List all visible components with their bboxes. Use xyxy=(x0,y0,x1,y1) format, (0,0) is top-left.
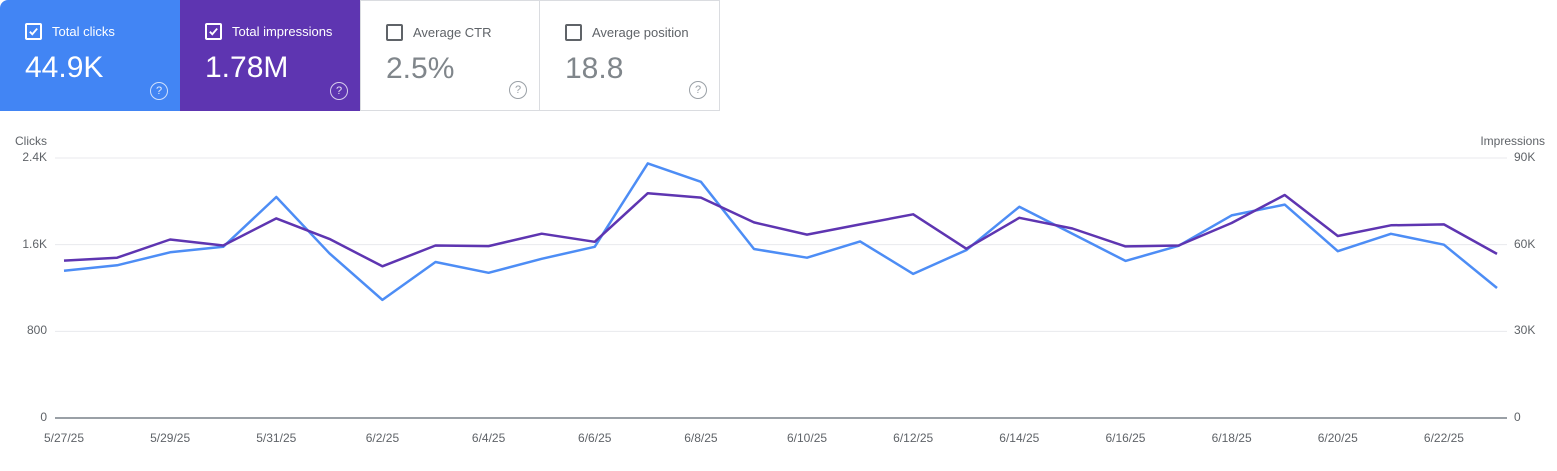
left-axis-tick: 800 xyxy=(26,323,47,338)
card-average-ctr[interactable]: Average CTR 2.5% ? xyxy=(360,0,540,111)
metric-label: Average position xyxy=(592,25,689,40)
metric-label: Average CTR xyxy=(413,25,492,40)
right-axis-tick: 0 xyxy=(1514,410,1521,424)
x-axis-date-label: 6/8/25 xyxy=(684,431,718,445)
help-icon[interactable]: ? xyxy=(150,82,168,100)
checkmark-icon xyxy=(29,27,38,36)
help-icon[interactable]: ? xyxy=(689,81,707,99)
left-axis-tick: 2.4K xyxy=(22,150,47,164)
card-title-row: Total impressions xyxy=(205,23,360,40)
right-axis-tick: 30K xyxy=(1514,323,1536,338)
metric-value: 18.8 xyxy=(565,52,624,85)
checkbox-average-position[interactable] xyxy=(565,24,582,41)
x-axis-date-label: 6/18/25 xyxy=(1211,431,1252,445)
metric-value: 2.5% xyxy=(386,52,455,85)
x-axis-date-label: 6/22/25 xyxy=(1423,431,1464,445)
x-axis-date-label: 6/20/25 xyxy=(1317,431,1358,445)
card-total-impressions[interactable]: Total impressions 1.78M ? xyxy=(180,0,360,111)
metric-value: 1.78M xyxy=(205,51,289,84)
impressions-line-series[interactable] xyxy=(63,191,1498,268)
left-axis-title: Clicks xyxy=(15,134,47,148)
help-icon[interactable]: ? xyxy=(509,81,527,99)
x-axis-date-label: 6/2/25 xyxy=(365,431,400,445)
right-axis-tick: 90K xyxy=(1514,150,1536,164)
x-axis-date-label: 6/12/25 xyxy=(893,431,934,445)
x-axis-date-label: 5/27/25 xyxy=(43,431,85,445)
card-title-row: Average position xyxy=(565,24,719,41)
x-axis-date-label: 6/4/25 xyxy=(471,431,506,445)
clicks-line-series[interactable] xyxy=(63,162,1498,302)
help-icon[interactable]: ? xyxy=(330,82,348,100)
card-title-row: Total clicks xyxy=(25,23,180,40)
card-title-row: Average CTR xyxy=(386,24,539,41)
metric-value: 44.9K xyxy=(25,51,104,84)
card-total-clicks[interactable]: Total clicks 44.9K ? xyxy=(0,0,180,111)
x-axis-date-label: 6/16/25 xyxy=(1105,431,1146,445)
metric-cards-row: Total clicks 44.9K ? Total impressions 1… xyxy=(0,0,720,111)
performance-chart[interactable]: Clicks Impressions 2.4K 1.6K 800 0 90K 60K 30K… xyxy=(0,130,1557,471)
checkbox-total-impressions[interactable] xyxy=(205,23,222,40)
left-axis-tick: 0 xyxy=(40,410,47,424)
left-axis-tick: 1.6K xyxy=(22,236,47,251)
x-axis-date-label: 5/29/25 xyxy=(150,431,191,445)
right-axis-title: Impressions xyxy=(1480,134,1545,148)
chart-canvas[interactable] xyxy=(0,130,1557,471)
metric-label: Total impressions xyxy=(232,24,333,39)
x-axis-date-label: 6/6/25 xyxy=(578,431,612,445)
x-axis-date-label: 6/14/25 xyxy=(999,431,1040,445)
x-axis-date-label: 6/10/25 xyxy=(787,431,828,445)
metric-label: Total clicks xyxy=(52,24,115,39)
checkbox-total-clicks[interactable] xyxy=(25,23,42,40)
x-axis-date-label: 5/31/25 xyxy=(256,431,297,445)
right-axis-tick: 60K xyxy=(1514,236,1536,251)
checkmark-icon xyxy=(209,27,218,36)
checkbox-average-ctr[interactable] xyxy=(386,24,403,41)
card-average-position[interactable]: Average position 18.8 ? xyxy=(540,0,720,111)
